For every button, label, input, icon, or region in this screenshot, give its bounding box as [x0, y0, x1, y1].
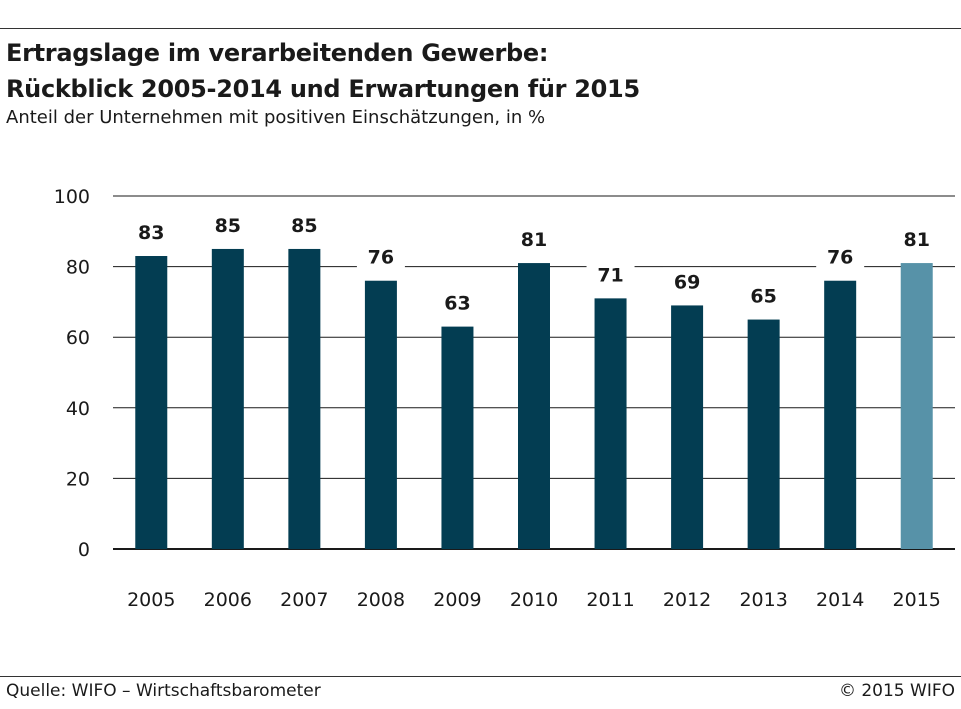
- bar-2014: [824, 280, 857, 549]
- chart-title-line1: Ertragslage im verarbeitenden Gewerbe:: [6, 39, 549, 67]
- x-tick-label-2008: 2008: [357, 589, 405, 611]
- data-label-background: [203, 210, 252, 239]
- bottom-rule: [0, 676, 961, 677]
- data-label-2014: 76: [827, 247, 853, 269]
- data-label-2007: 85: [291, 215, 317, 237]
- x-tick-label-2005: 2005: [127, 589, 175, 611]
- x-axis-ticks: 2005 2006 2007 2008 2009 2010 2011 2012 2013 2014…: [127, 589, 941, 611]
- y-tick-label: 0: [78, 539, 90, 561]
- x-tick-label-2012: 2012: [663, 589, 711, 611]
- chart-subtitle: Anteil der Unternehmen mit positiven Ein…: [6, 107, 546, 128]
- y-axis-ticks: 0 20 40 60 80 100: [54, 186, 90, 561]
- bar-2012: [671, 305, 704, 549]
- bar-2015: [900, 263, 933, 549]
- top-rule: [0, 28, 961, 29]
- data-label-background: [892, 225, 941, 254]
- data-label-2015: 81: [904, 229, 930, 251]
- y-tick-label: 60: [66, 327, 90, 349]
- y-tick-label: 80: [66, 257, 90, 279]
- data-label-background: [433, 288, 482, 317]
- data-label-background: [356, 242, 405, 271]
- data-label-background: [739, 281, 788, 310]
- data-label-2008: 76: [368, 247, 394, 269]
- bar-2006: [211, 248, 244, 549]
- data-label-2012: 69: [674, 271, 700, 293]
- source-note: Quelle: WIFO – Wirtschaftsbarometer: [6, 681, 321, 701]
- data-label-2005: 83: [138, 222, 164, 244]
- bars: [135, 248, 933, 549]
- x-tick-label-2013: 2013: [739, 589, 787, 611]
- bar-chart: 0 20 40 60 80 100 83 85 85 76 63 81 71 69 65 76 81 2005…: [54, 186, 955, 611]
- bar-2008: [364, 280, 397, 549]
- data-label-2010: 81: [521, 229, 547, 251]
- data-label-background: [127, 218, 176, 247]
- x-tick-label-2006: 2006: [204, 589, 252, 611]
- bar-2007: [288, 248, 321, 549]
- bar-2010: [518, 263, 550, 549]
- bar-2011: [594, 298, 627, 549]
- x-tick-label-2010: 2010: [510, 589, 558, 611]
- bar-2009: [441, 326, 474, 549]
- data-label-background: [280, 210, 329, 239]
- data-label-background: [510, 225, 558, 254]
- bar-2013: [747, 319, 780, 549]
- y-tick-label: 20: [66, 468, 90, 490]
- x-tick-label-2007: 2007: [280, 589, 328, 611]
- data-label-2006: 85: [215, 215, 241, 237]
- data-label-background: [586, 260, 635, 289]
- x-tick-label-2014: 2014: [816, 589, 864, 611]
- chart-title-line2: Rückblick 2005-2014 und Erwartungen für …: [6, 75, 640, 103]
- data-label-2013: 65: [750, 286, 776, 308]
- data-label-2009: 63: [444, 293, 470, 315]
- data-label-background: [816, 242, 865, 271]
- x-tick-label-2011: 2011: [586, 589, 634, 611]
- copyright-note: © 2015 WIFO: [838, 681, 955, 701]
- bar-2005: [135, 256, 168, 549]
- data-label-2011: 71: [597, 264, 623, 286]
- data-labels: 83 85 85 76 63 81 71 69 65 76 81: [127, 210, 941, 317]
- y-tick-label: 40: [66, 398, 90, 420]
- y-tick-label: 100: [54, 186, 90, 208]
- data-label-background: [663, 267, 712, 296]
- x-tick-label-2015: 2015: [893, 589, 941, 611]
- x-tick-label-2009: 2009: [433, 589, 481, 611]
